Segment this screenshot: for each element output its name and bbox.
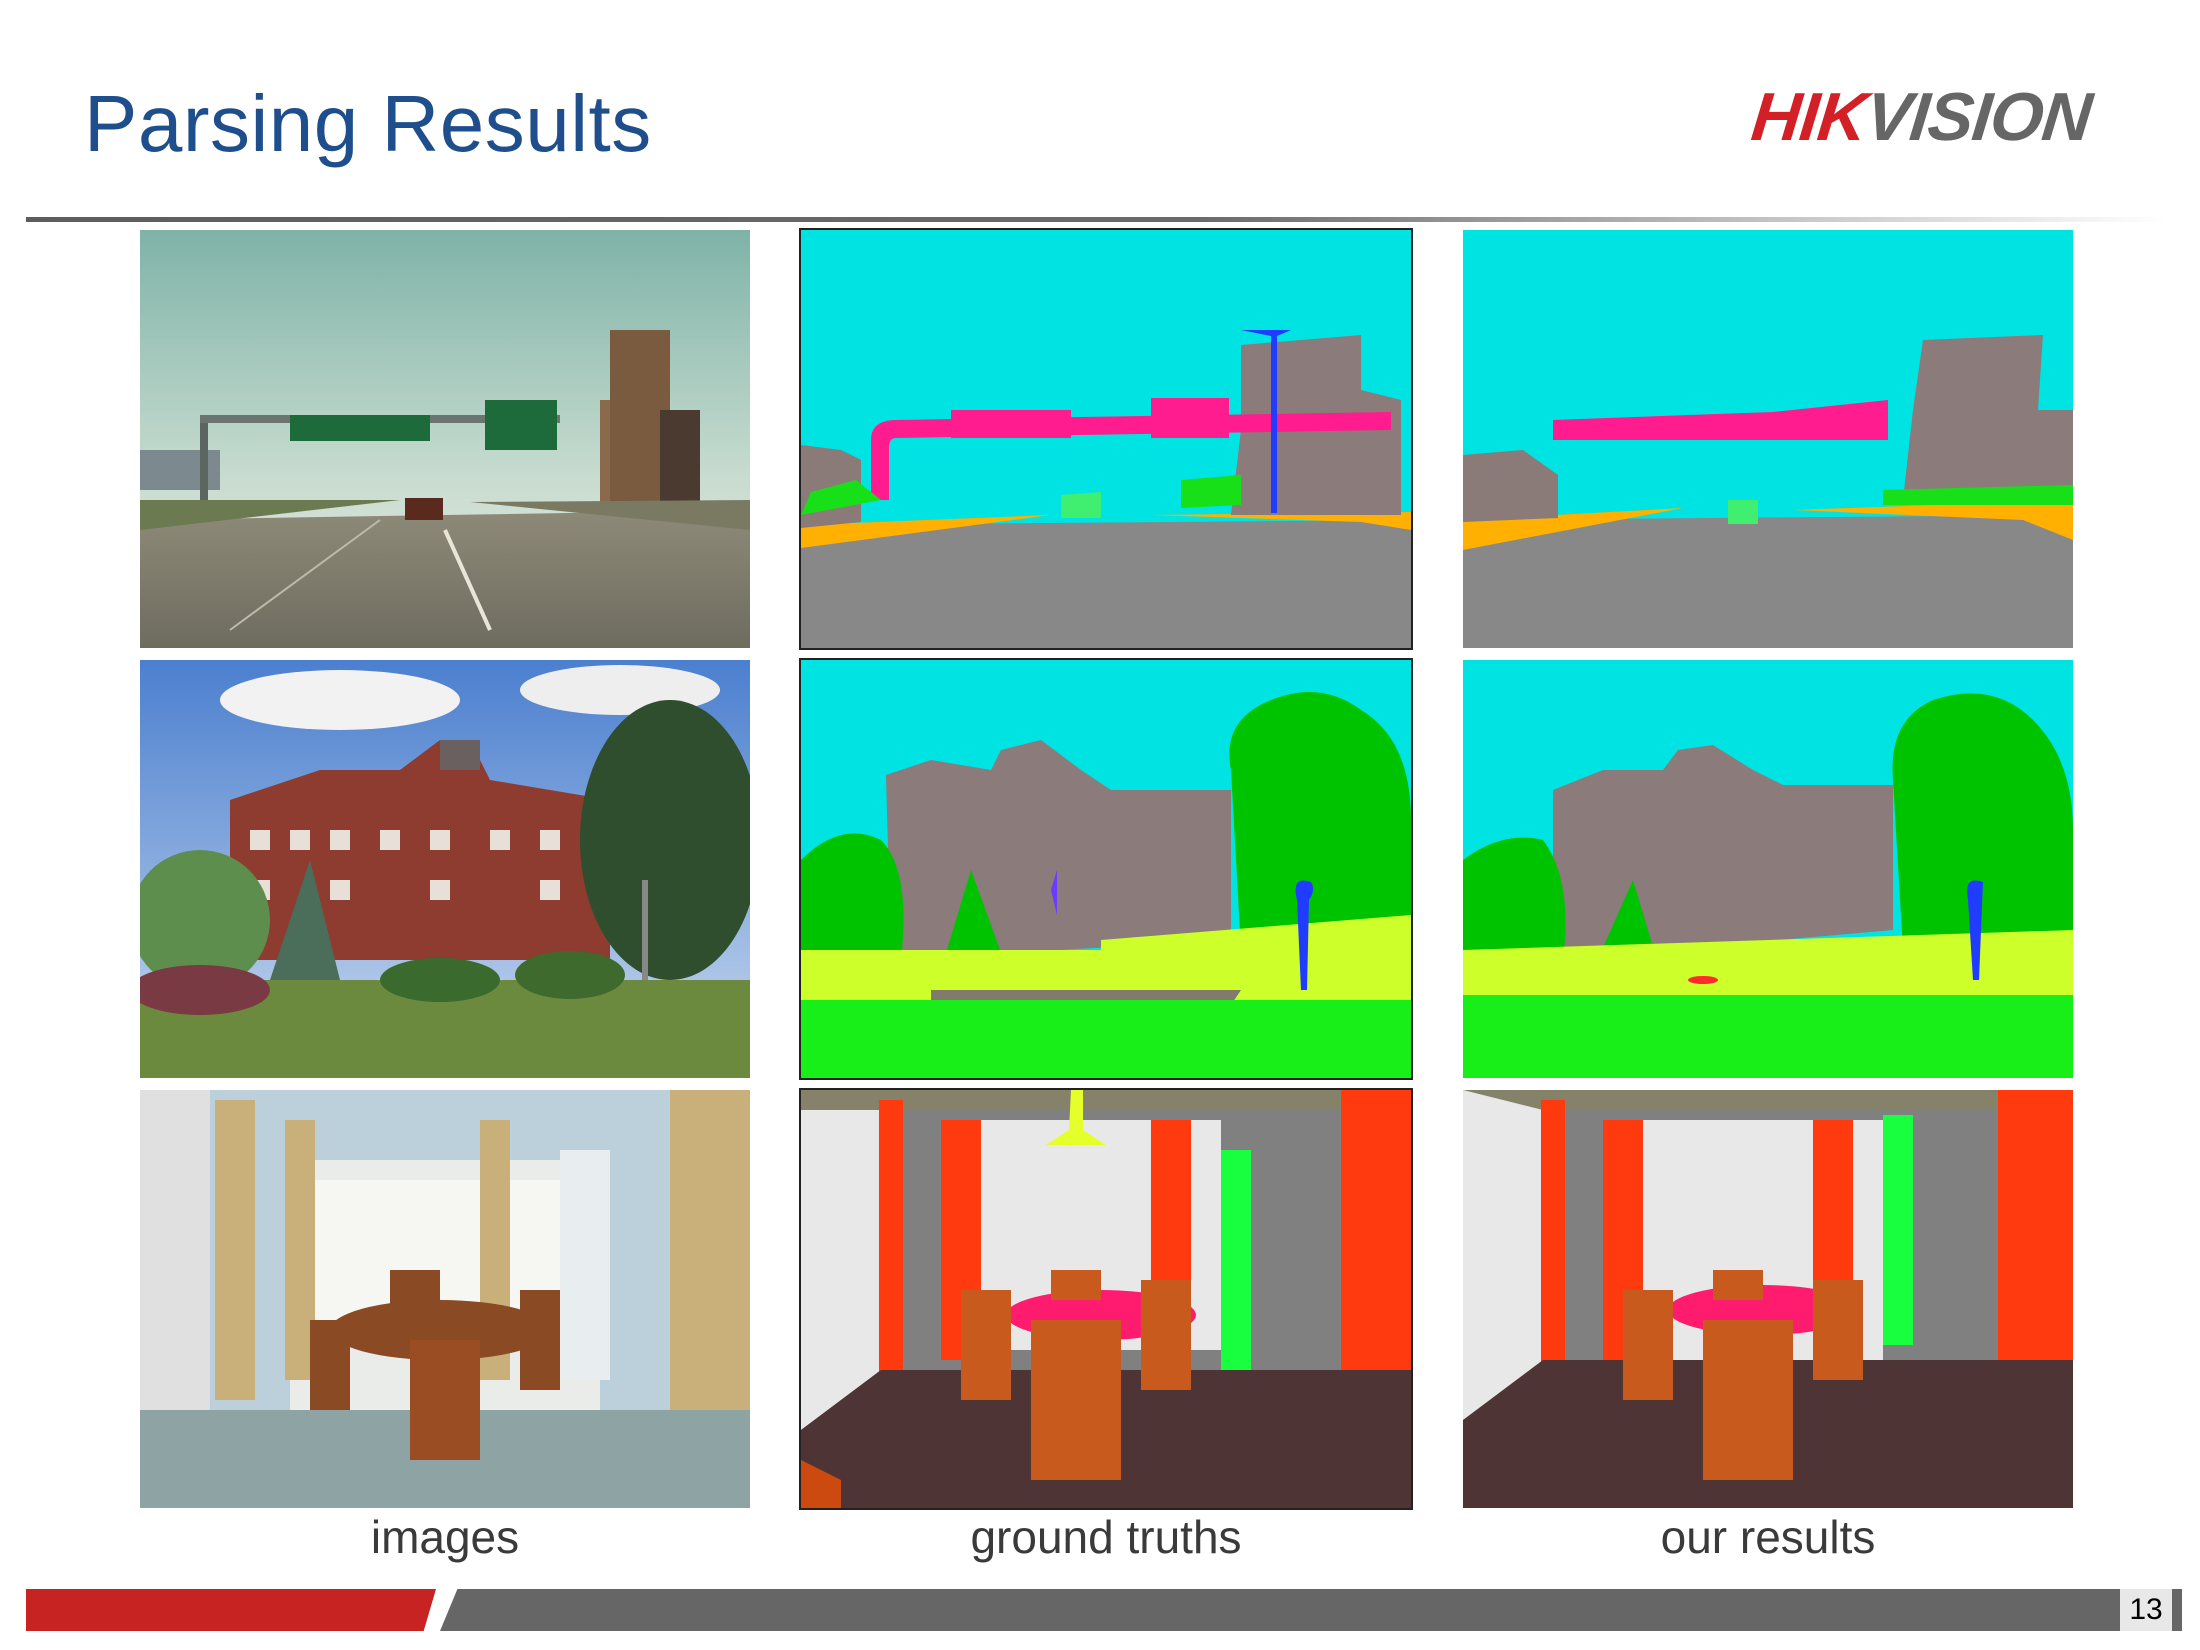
ground-truth-campus [799,658,1413,1080]
ground-truth-dining-room [799,1088,1413,1510]
page-title: Parsing Results [84,79,652,168]
logo-part-vision: VISION [1862,79,2095,155]
result-dining-room [1463,1090,2073,1508]
header-divider [26,217,2166,222]
ground-truth-highway [799,228,1413,650]
footer-gray-bar [440,1589,2182,1631]
result-highway [1463,230,2073,648]
footer-red-bar [26,1589,436,1631]
column-label-our-results: our results [1660,1511,1876,1563]
column-label-images: images [370,1511,520,1563]
image-dining-room [140,1090,750,1508]
result-campus [1463,660,2073,1078]
hikvision-logo: HIKVISION [1748,78,2095,156]
column-label-ground-truths: ground truths [970,1511,1242,1563]
logo-part-hik: HIK [1748,79,1871,155]
image-highway [140,230,750,648]
image-campus [140,660,750,1078]
page-number: 13 [2120,1589,2172,1631]
